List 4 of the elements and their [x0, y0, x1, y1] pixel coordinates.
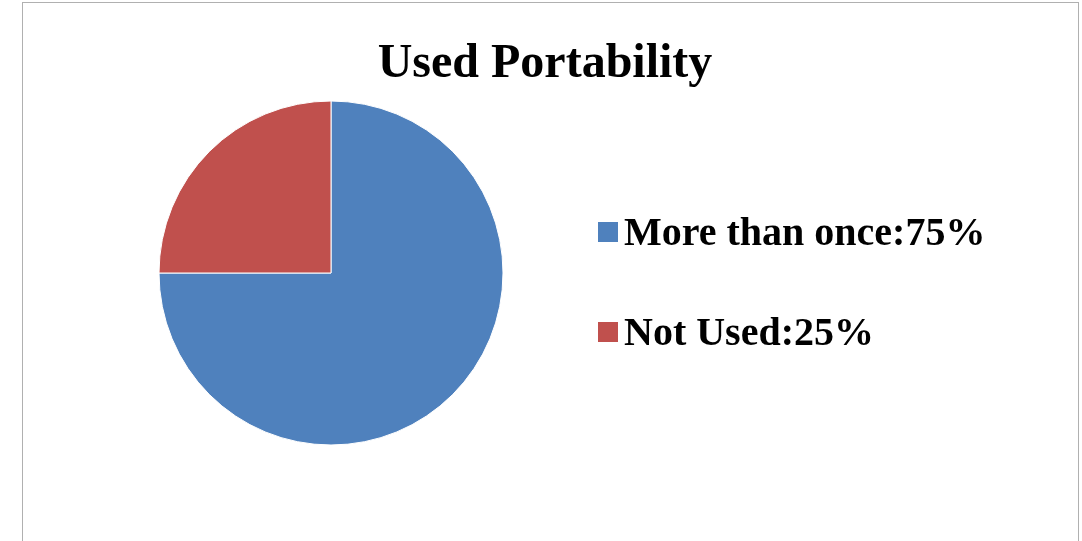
legend-label: Not Used:25%	[624, 309, 874, 354]
legend-label: More than once:75%	[624, 209, 986, 254]
pie-slice	[158, 100, 504, 446]
chart-title: Used Portability	[377, 34, 713, 87]
